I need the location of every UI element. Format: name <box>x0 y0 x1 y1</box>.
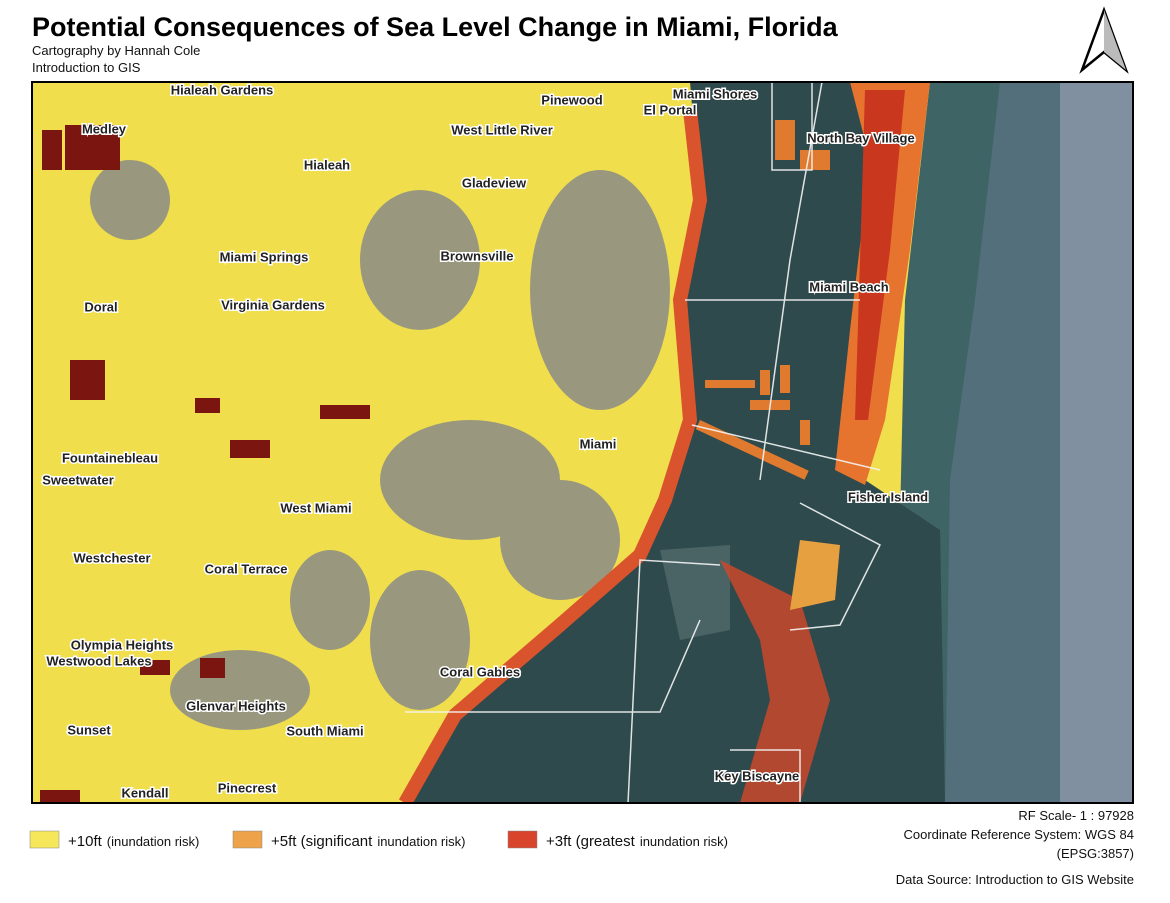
place-label: Olympia Heights <box>71 637 174 652</box>
legend-note: (inundation risk) <box>107 834 200 849</box>
place-label: Pinecrest <box>218 780 277 795</box>
place-label: Glenvar Heights <box>186 698 286 713</box>
place-label: North Bay Village <box>807 130 914 145</box>
title: Potential Consequences of Sea Level Chan… <box>32 12 839 42</box>
data-source: Data Source: Introduction to GIS Website <box>896 872 1134 887</box>
legend-label: +3ft (greatest inundation risk) <box>546 833 728 850</box>
place-label: Fisher Island <box>848 489 928 504</box>
place-label: Coral Gables <box>440 664 520 679</box>
place-label: Coral Terrace <box>205 561 288 576</box>
place-label: Pinewood <box>541 92 602 107</box>
credit: Cartography by Hannah Cole <box>32 43 200 58</box>
map-frame <box>31 81 1134 804</box>
place-label: Hialeah Gardens <box>171 82 274 97</box>
place-label: Westwood Lakes <box>46 653 151 668</box>
north-arrow <box>1079 6 1129 74</box>
legend-swatch <box>507 830 538 849</box>
legend-note: inundation risk) <box>377 834 465 849</box>
place-label: Westchester <box>73 550 150 565</box>
place-labels: Hialeah Gardens Medley Hialeah Pinewood Miam… <box>41 81 930 802</box>
place-label: Key Biscayne <box>715 768 800 783</box>
crs: Coordinate Reference System: WGS 84 <box>904 827 1135 842</box>
place-label: Gladeview <box>462 175 527 190</box>
legend: +10ft (inundation risk) +5ft (significant i… <box>29 830 728 850</box>
legend-text: +10ft <box>68 833 103 850</box>
legend-swatch <box>232 830 263 849</box>
place-label: Doral <box>84 299 117 314</box>
place-label: Brownsville <box>441 248 514 263</box>
place-label: Sweetwater <box>42 472 114 487</box>
place-label: Miami Springs <box>220 249 309 264</box>
legend-text: +3ft (greatest <box>546 833 636 850</box>
place-label: Sunset <box>67 722 111 737</box>
place-label: Miami <box>580 436 617 451</box>
legend-label: +10ft (inundation risk) <box>68 833 199 850</box>
map-image <box>32 82 1133 803</box>
legend-note: inundation risk) <box>640 834 728 849</box>
epsg: (EPSG:3857) <box>1057 846 1134 861</box>
course: Introduction to GIS <box>32 60 141 75</box>
legend-swatch <box>29 830 60 849</box>
place-label: Fountainebleau <box>62 450 158 465</box>
place-label: Medley <box>82 121 127 136</box>
place-label: Virginia Gardens <box>221 297 325 312</box>
place-label: El Portal <box>644 102 697 117</box>
place-label: West Little River <box>451 122 553 137</box>
legend-label: +5ft (significant inundation risk) <box>271 833 465 850</box>
place-label: Miami Shores <box>673 86 758 101</box>
scale: RF Scale- 1 : 97928 <box>1018 808 1134 823</box>
place-label: Kendall <box>122 785 169 800</box>
place-label: Hialeah <box>304 157 350 172</box>
place-label: Miami Beach <box>809 279 889 294</box>
place-label: West Miami <box>280 500 351 515</box>
place-label: South Miami <box>286 723 363 738</box>
legend-text: +5ft (significant <box>271 833 373 850</box>
